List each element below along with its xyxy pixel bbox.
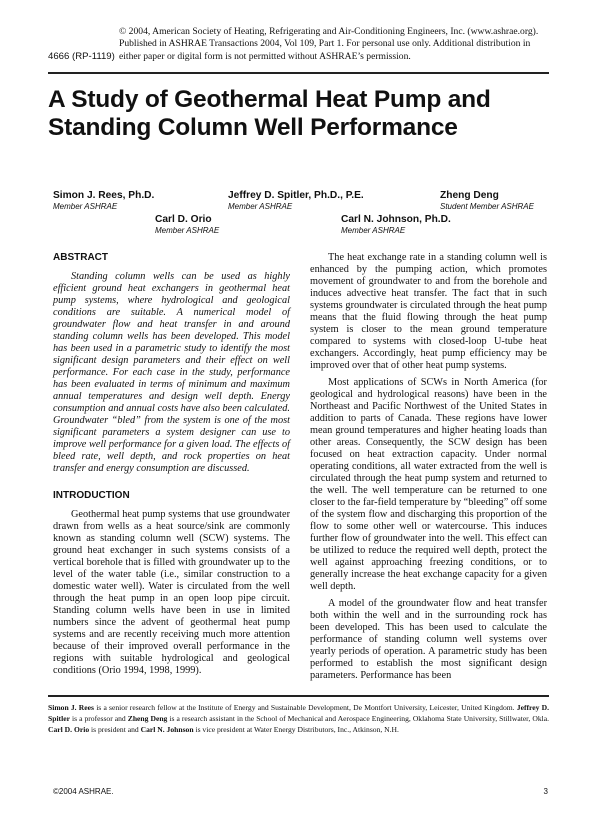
title-line: Standing Column Well Performance xyxy=(48,114,458,141)
copyright-line: © 2004, American Society of Heating, Ref… xyxy=(119,26,539,37)
author: Jeffrey D. Spitler, Ph.D., P.E. Member A… xyxy=(228,190,364,212)
page-footer: ©2004 ASHRAE. 3 xyxy=(53,787,548,816)
paper-title: A Study of Geothermal Heat Pump and Stan… xyxy=(48,86,568,142)
paper-number: 4666 (RP-1119) xyxy=(48,51,115,62)
footnote-author-name: Simon J. Rees xyxy=(48,703,94,712)
author-affiliation: Student Member ASHRAE xyxy=(440,202,534,211)
body-columns: ABSTRACT Standing column wells can be us… xyxy=(53,252,547,687)
footnote-text: is a research assistant in the School of… xyxy=(167,713,549,723)
author-affiliation: Member ASHRAE xyxy=(53,202,118,211)
copyright-line: Published in ASHRAE Transactions 2004, V… xyxy=(119,38,531,50)
author-affiliation: Member ASHRAE xyxy=(341,226,406,235)
header-rule xyxy=(48,72,549,74)
author-affiliation: Member ASHRAE xyxy=(155,226,220,235)
introduction-heading: INTRODUCTION xyxy=(53,490,130,501)
paragraph: The heat exchange rate in a standing col… xyxy=(310,252,547,371)
paragraph: A model of the groundwater flow and heat… xyxy=(310,598,547,681)
footnote-text: is a professor and xyxy=(69,713,128,723)
author-name: Simon J. Rees, Ph.D. xyxy=(53,190,155,201)
copyright-notice: © 2004, American Society of Heating, Ref… xyxy=(119,26,538,63)
footnote-text: is a senior research fellow at the Insti… xyxy=(93,703,517,712)
left-column: ABSTRACT Standing column wells can be us… xyxy=(53,252,290,682)
footnote-text: is president and xyxy=(89,724,141,734)
author-list: Simon J. Rees, Ph.D. Member ASHRAE Jeffr… xyxy=(0,190,600,248)
author-affiliation: Member ASHRAE xyxy=(228,202,293,211)
footnote-rule xyxy=(48,695,549,697)
footnote-text: is vice president at Water Energy Distri… xyxy=(193,724,399,734)
page-header: © 2004, American Society of Heating, Ref… xyxy=(0,0,600,72)
author-name: Zheng Deng xyxy=(440,190,499,201)
author-name: Carl N. Johnson, Ph.D. xyxy=(341,214,451,225)
copyright-line: either paper or digital form is not perm… xyxy=(119,50,411,62)
author-name: Jeffrey D. Spitler, Ph.D., P.E. xyxy=(228,190,364,201)
author-name: Carl D. Orio xyxy=(155,214,212,225)
footnote-author-name: Jeffrey D. Spitler xyxy=(48,703,550,723)
author: Carl N. Johnson, Ph.D. Member ASHRAE xyxy=(341,214,451,236)
abstract-text: Standing column wells can be used as hig… xyxy=(53,271,290,474)
author: Zheng Deng Student Member ASHRAE xyxy=(440,190,534,212)
page-number: 3 xyxy=(543,787,548,797)
title-line: A Study of Geothermal Heat Pump and xyxy=(48,86,491,113)
footnote-author-name: Zheng Deng xyxy=(127,713,168,723)
paragraph: Most applications of SCWs in North Ameri… xyxy=(310,377,547,592)
author: Carl D. Orio Member ASHRAE xyxy=(155,214,219,236)
footnote-section: Simon J. Rees is a senior research fello… xyxy=(0,695,600,735)
paragraph: Geothermal heat pump systems that use gr… xyxy=(53,509,290,676)
footnote-author-name: Carl N. Johnson xyxy=(140,724,194,734)
author-footnote: Simon J. Rees is a senior research fello… xyxy=(48,703,549,735)
author: Simon J. Rees, Ph.D. Member ASHRAE xyxy=(53,190,154,212)
abstract-heading: ABSTRACT xyxy=(53,252,108,263)
footnote-author-name: Carl D. Orio xyxy=(48,724,90,734)
right-column: The heat exchange rate in a standing col… xyxy=(310,252,547,687)
footer-copyright: ©2004 ASHRAE. xyxy=(53,787,114,797)
